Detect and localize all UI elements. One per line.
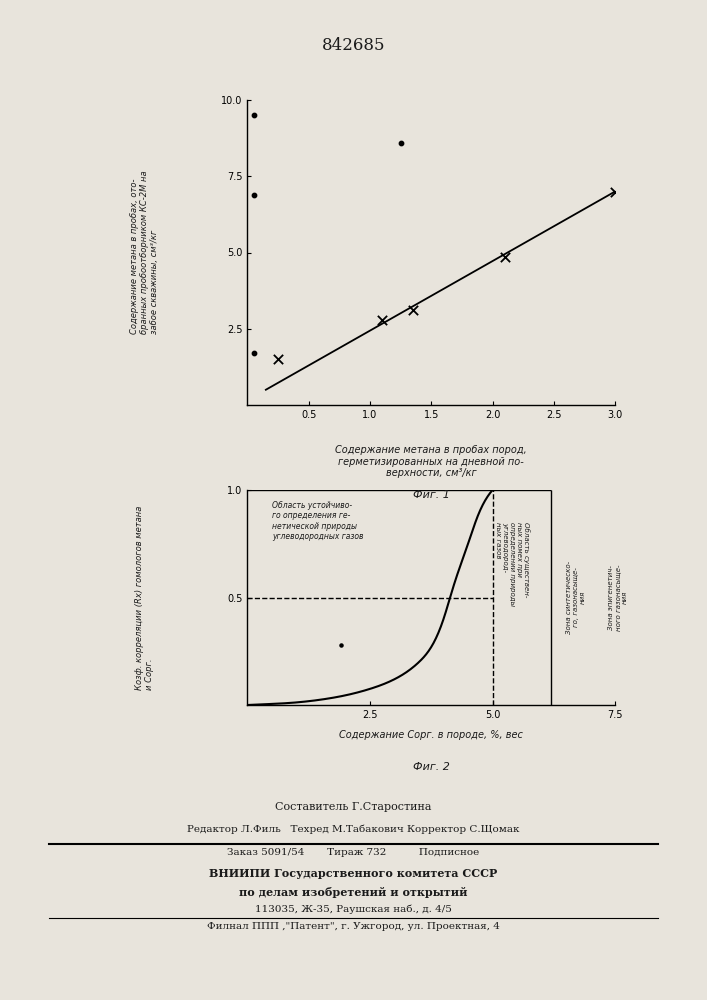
Point xyxy=(499,249,510,265)
Point xyxy=(248,107,259,123)
Point xyxy=(248,345,259,361)
Text: Заказ 5091/54       Тираж 732          Подписное: Заказ 5091/54 Тираж 732 Подписное xyxy=(228,848,479,857)
Text: Составитель Г.Старостина: Составитель Г.Старостина xyxy=(275,802,432,812)
Point xyxy=(248,187,259,203)
Text: Козф. корреляции (Rx) гомологов метана
и Сорг.: Козф. корреляции (Rx) гомологов метана и… xyxy=(135,505,154,690)
Text: Содержание метана в пробах пород,
герметизированных на дневной по-
верхности, см: Содержание метана в пробах пород, гермет… xyxy=(335,445,527,478)
Text: Зона синтетическо-
го, газонасыще-
ния: Зона синтетическо- го, газонасыще- ния xyxy=(566,561,586,634)
Text: Филнал ППП ,"Патент", г. Ужгород, ул. Проектная, 4: Филнал ППП ,"Патент", г. Ужгород, ул. Пр… xyxy=(207,922,500,931)
Text: Редактор Л.Филь   Техред М.Табакович Корректор С.Щомак: Редактор Л.Филь Техред М.Табакович Корре… xyxy=(187,824,520,833)
Text: Фиг. 2: Фиг. 2 xyxy=(413,762,450,772)
Text: по делам изобретений и открытий: по делам изобретений и открытий xyxy=(239,887,468,898)
Text: Содержание Сорг. в породе, %, вес: Содержание Сорг. в породе, %, вес xyxy=(339,730,523,740)
Point xyxy=(377,312,388,328)
Text: ВНИИПИ Государственного комитета СССР: ВНИИПИ Государственного комитета СССР xyxy=(209,868,498,879)
Text: Фиг. 1: Фиг. 1 xyxy=(413,490,450,500)
Text: Зона эпигенетич-
ного газонасыще-
ния: Зона эпигенетич- ного газонасыще- ния xyxy=(608,564,628,631)
Point xyxy=(272,351,284,367)
Text: 842685: 842685 xyxy=(322,36,385,53)
Point xyxy=(407,302,419,318)
Text: Область существен-
ных помех при
определении природы
углеводород-
ных газов: Область существен- ных помех при определ… xyxy=(495,522,530,606)
Text: Область устойчиво-
го определения ге-
нетической природы
углеводородных газов: Область устойчиво- го определения ге- не… xyxy=(272,501,363,541)
Text: Содержание метана в пробах, ото-
бранных пробоотборником КС-2М на
забое скважины: Содержание метана в пробах, ото- бранных… xyxy=(129,171,159,334)
Point xyxy=(395,135,407,151)
Text: 113035, Ж-35, Раушская наб., д. 4/5: 113035, Ж-35, Раушская наб., д. 4/5 xyxy=(255,904,452,914)
Point xyxy=(609,184,621,200)
Point xyxy=(335,637,346,653)
